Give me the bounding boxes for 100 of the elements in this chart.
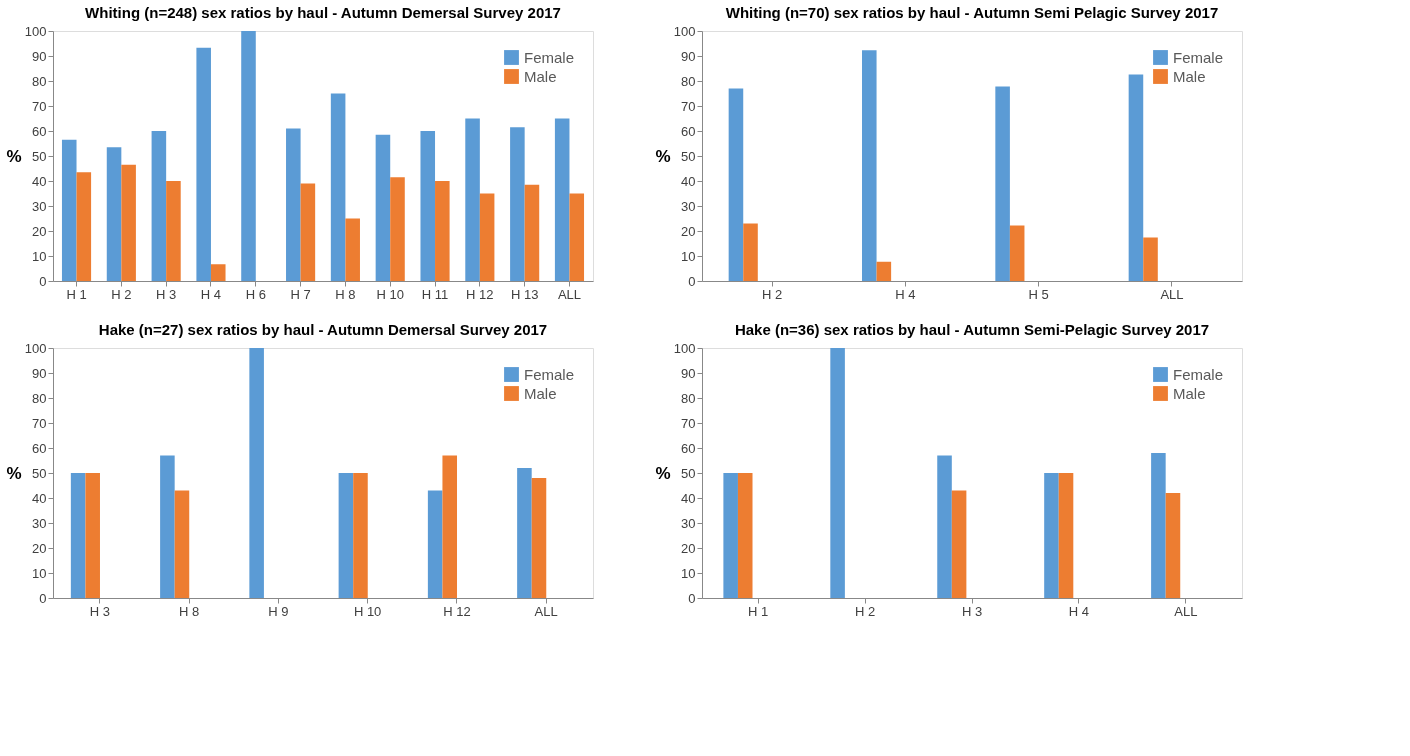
y-tick-label: 20 xyxy=(32,223,47,239)
y-tick-label: 70 xyxy=(32,98,47,114)
bar xyxy=(465,118,480,281)
y-tick-label: 40 xyxy=(681,173,696,189)
y-tick-label: 30 xyxy=(681,198,696,214)
y-tick-label: 0 xyxy=(39,273,47,289)
chart-title: Whiting (n=248) sex ratios by haul - Autumn Demersal Survey 2017 xyxy=(85,4,561,21)
bar xyxy=(728,88,744,281)
x-tick-label: H 12 xyxy=(466,286,494,302)
bar xyxy=(338,473,354,598)
x-tick-label: H 8 xyxy=(335,286,356,302)
y-tick-label: 90 xyxy=(32,48,47,64)
y-tick-label: 40 xyxy=(32,490,47,506)
y-tick-label: 40 xyxy=(681,490,696,506)
bar xyxy=(76,172,92,281)
y-tick-label: 50 xyxy=(681,148,696,164)
bar xyxy=(531,478,547,598)
x-tick-label: H 3 xyxy=(961,603,983,619)
x-tick-label: ALL xyxy=(534,603,558,619)
bar xyxy=(743,223,758,281)
y-tick-label: 80 xyxy=(681,73,696,89)
y-tick-label: 100 xyxy=(673,23,696,39)
bar xyxy=(85,473,100,598)
y-tick-label: 0 xyxy=(688,273,696,289)
y-tick-label: 90 xyxy=(681,365,696,381)
bar xyxy=(569,193,585,281)
bar xyxy=(1044,473,1059,598)
bar xyxy=(70,473,86,598)
y-tick-label: 50 xyxy=(681,465,696,481)
bar xyxy=(241,31,256,281)
bar xyxy=(435,181,450,281)
x-tick-label: H 7 xyxy=(290,286,311,302)
x-tick-label: H 3 xyxy=(156,286,177,302)
y-tick-label: 70 xyxy=(681,415,696,431)
bar xyxy=(375,134,391,281)
x-tick-label: H 11 xyxy=(421,286,449,302)
bar xyxy=(1009,225,1025,281)
legend-label: Male xyxy=(1173,67,1206,85)
y-tick-label: 60 xyxy=(681,440,696,456)
x-tick-label: H 2 xyxy=(761,286,783,302)
bar xyxy=(210,264,226,281)
bar xyxy=(1128,74,1144,281)
y-tick-label: 0 xyxy=(39,590,47,606)
bar xyxy=(937,455,952,598)
x-tick-label: ALL xyxy=(557,286,582,302)
bar xyxy=(160,455,175,598)
y-tick-label: 100 xyxy=(24,340,47,356)
y-tick-label: 20 xyxy=(681,223,696,239)
bar xyxy=(1058,473,1074,598)
bar xyxy=(196,47,211,281)
y-tick-label: 10 xyxy=(32,565,47,581)
y-tick-label: 100 xyxy=(673,340,696,356)
bar xyxy=(151,131,167,281)
x-tick-label: H 5 xyxy=(1028,286,1049,302)
bar xyxy=(876,261,892,281)
x-tick-label: H 2 xyxy=(111,286,132,302)
y-tick-label: 0 xyxy=(688,590,696,606)
bar xyxy=(420,131,436,281)
x-tick-label: H 10 xyxy=(376,286,404,302)
y-tick-label: 30 xyxy=(32,198,47,214)
bar xyxy=(1165,493,1181,598)
x-tick-label: H 1 xyxy=(66,286,87,302)
x-tick-label: H 10 xyxy=(353,603,382,619)
legend-label: Female xyxy=(524,48,575,66)
legend-label: Male xyxy=(1173,384,1206,402)
x-tick-label: H 3 xyxy=(89,603,110,619)
bar xyxy=(300,183,316,281)
x-tick-label: H 4 xyxy=(200,286,222,302)
x-tick-label: ALL xyxy=(1160,286,1184,302)
bar xyxy=(479,193,495,281)
y-tick-label: 20 xyxy=(681,540,696,556)
bar xyxy=(166,181,181,281)
bar xyxy=(1151,453,1166,598)
x-tick-label: H 1 xyxy=(748,603,769,619)
bar xyxy=(951,490,967,598)
x-tick-label: H 9 xyxy=(268,603,289,619)
y-tick-label: 40 xyxy=(32,173,47,189)
y-tick-label: 30 xyxy=(681,515,696,531)
y-tick-label: 70 xyxy=(32,415,47,431)
x-tick-label: H 4 xyxy=(895,286,916,302)
y-axis-title: % xyxy=(6,463,22,483)
y-tick-label: 60 xyxy=(681,123,696,139)
x-tick-label: ALL xyxy=(1174,603,1198,619)
y-tick-label: 10 xyxy=(681,248,696,264)
y-tick-label: 80 xyxy=(32,73,47,89)
bar xyxy=(61,139,77,281)
y-tick-label: 80 xyxy=(32,390,47,406)
bar xyxy=(517,468,532,598)
y-tick-label: 60 xyxy=(32,123,47,139)
y-tick-label: 90 xyxy=(32,365,47,381)
x-tick-label: H 2 xyxy=(854,603,876,619)
bar xyxy=(106,147,122,281)
bar xyxy=(345,218,360,281)
x-tick-label: H 13 xyxy=(510,286,539,302)
y-tick-label: 60 xyxy=(32,440,47,456)
x-tick-label: H 8 xyxy=(179,603,200,619)
bar xyxy=(723,473,738,598)
bar xyxy=(174,490,190,598)
chart-title: Whiting (n=70) sex ratios by haul - Autumn Semi Pelagic Survey 2017 xyxy=(725,4,1219,21)
bar xyxy=(442,455,457,598)
